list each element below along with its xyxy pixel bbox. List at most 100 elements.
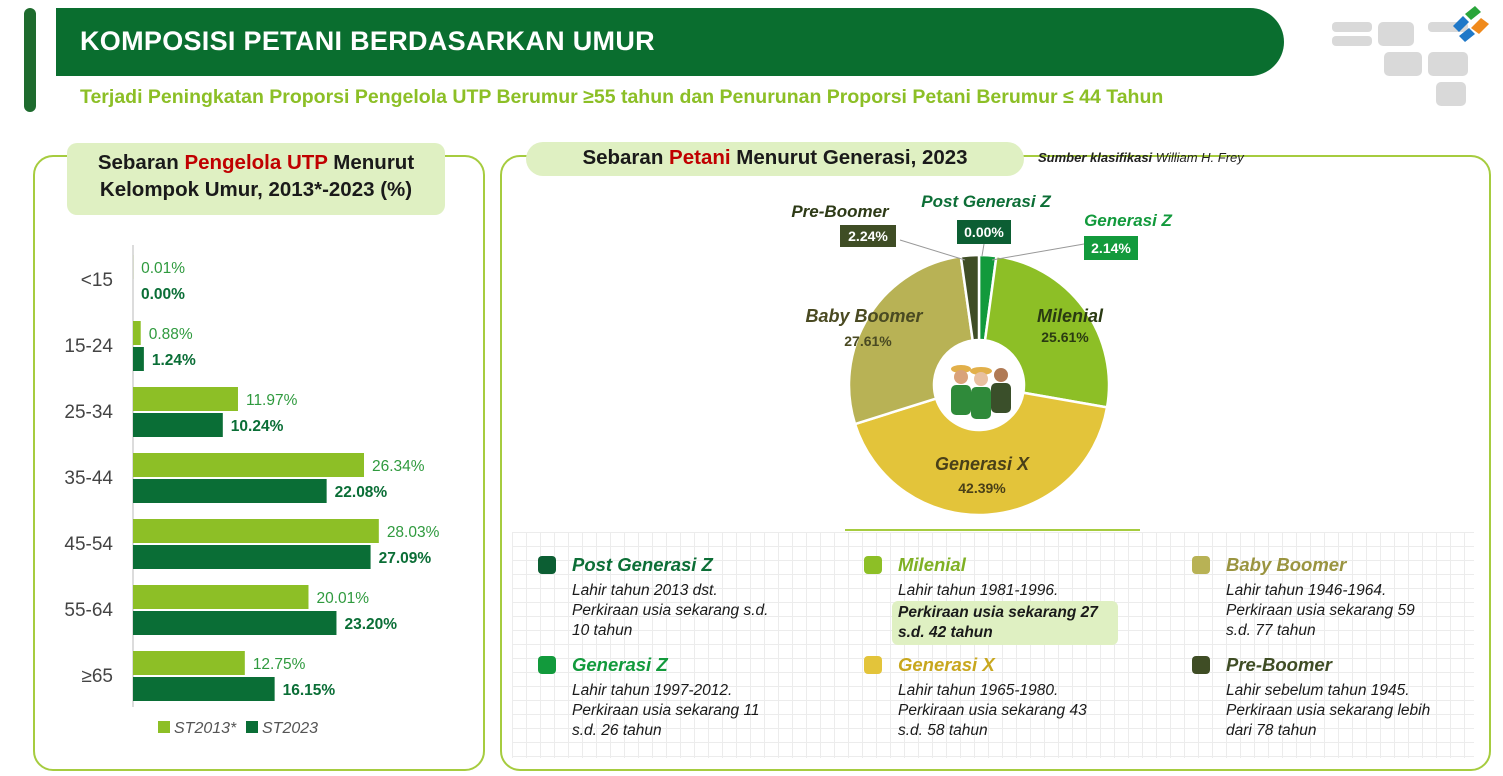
generation-age-estimate: Perkiraan usia sekarang lebih dari 78 tah… [1226, 701, 1492, 741]
slice-generasi-x [853, 391, 1109, 517]
page-subtitle: Terjadi Peningkatan Proporsi Pengelola U… [80, 86, 1164, 108]
bar-st2023-45-54 [133, 545, 371, 569]
category-label-25-34: 25-34 [64, 402, 113, 423]
bps-logo [1453, 6, 1489, 42]
age-bar-chart: 0.01% 0.00% <15 0.88% 1.24% 15-24 11.97% 10.24%… [64, 245, 440, 737]
generation-item-pre-boomer: Pre-Boomer Lahir sebelum tahun 1945. Perki… [1192, 654, 1492, 741]
bar-label-st2013-55-64: 20.01% [316, 590, 369, 607]
generation-swatch [538, 656, 556, 674]
bar-label-st2013-<15: 0.01% [141, 260, 185, 277]
pie-box-generasi-z [1084, 236, 1138, 260]
pie-label-pre-boomer: Pre-Boomer [791, 202, 890, 221]
page-title: KOMPOSISI PETANI BERDASARKAN UMUR [80, 26, 655, 56]
generation-item-post-generasi-z: Post Generasi Z Lahir tahun 2013 dst. Perk… [538, 554, 838, 641]
generation-legend-grid: Post Generasi Z Lahir tahun 2013 dst. Perk… [512, 532, 1474, 758]
generation-age-line: Perkiraan usia sekarang 11 [572, 702, 760, 719]
bar-label-st2013-≥65: 12.75% [253, 656, 306, 673]
generation-age-line: Perkiraan usia sekarang s.d. [572, 602, 769, 619]
leader-pre-boomer [899, 239, 966, 261]
generation-name: Milenial [898, 554, 966, 575]
generation-item-baby-boomer: Baby Boomer Lahir tahun 1946-1964. Perkira… [1192, 554, 1492, 641]
generation-name: Pre-Boomer [1226, 654, 1332, 675]
generation-age-line: s.d. 26 tahun [572, 722, 662, 739]
generation-name: Generasi X [898, 654, 995, 675]
source-note: Sumber klasifikasi William H. Frey [1038, 150, 1244, 165]
bar-label-st2013-25-34: 11.97% [246, 392, 298, 409]
bar-st2013-25-34 [133, 387, 238, 411]
left-title-line2: Kelompok Umur, 2013*-2023 (%) [99, 178, 413, 201]
bar-st2013-45-54 [133, 519, 379, 543]
pie-box-post-generasi-z [957, 220, 1011, 244]
bar-st2023-55-64 [133, 611, 337, 635]
generation-age-line: Perkiraan usia sekarang 59 [1226, 602, 1415, 619]
farmers-illustration [936, 342, 1022, 428]
pie-label-milenial: Milenial [1037, 306, 1104, 326]
generation-item-generasi-x: Generasi X Lahir tahun 1965-1980. Perkiraa… [864, 654, 1164, 741]
generation-age-line: s.d. 77 tahun [1226, 622, 1316, 639]
generation-donut-chart: Milenial 25.61% Generasi X 42.39% Baby Boome… [791, 192, 1173, 517]
accent-bar [24, 8, 36, 112]
legend-swatch-st2023 [246, 721, 258, 733]
generation-birth-years: Lahir sebelum tahun 1945. [1226, 682, 1410, 699]
generation-swatch [1192, 656, 1210, 674]
bar-st2013-≥65 [133, 651, 245, 675]
left-title-box [67, 143, 445, 215]
generation-age-estimate: Perkiraan usia sekarang 11 s.d. 26 tahun [572, 701, 838, 741]
right-title-part2: Menurut Generasi, 2023 [730, 146, 968, 169]
bar-label-st2013-45-54: 28.03% [387, 524, 440, 541]
source-label: Sumber klasifikasi [1038, 150, 1153, 165]
slice-pre-boomer [959, 253, 981, 342]
pie-value-pre-boomer: 2.24% [848, 228, 888, 244]
right-title-box [526, 142, 1024, 176]
bar-label-st2013-15-24: 0.88% [149, 326, 193, 343]
bar-label-st2023-15-24: 1.24% [152, 352, 196, 369]
generation-name: Post Generasi Z [572, 554, 713, 575]
title-banner [56, 8, 1284, 76]
bar-st2013-15-24 [133, 321, 141, 345]
generation-swatch [864, 656, 882, 674]
right-chart-title: Sebaran Petani Menurut Generasi, 2023 [526, 146, 1024, 170]
bar-label-st2023-25-34: 10.24% [231, 418, 284, 435]
category-label-≥65: ≥65 [81, 666, 113, 687]
left-title-part1: Sebaran [97, 151, 185, 174]
category-label-15-24: 15-24 [64, 336, 113, 357]
bar-label-st2023-<15: 0.00% [141, 286, 185, 303]
generation-item-milenial: Milenial Lahir tahun 1981-1996. Perkiraan … [864, 554, 1164, 645]
slice-baby-boomer [847, 254, 975, 426]
generation-age-line: Perkiraan usia sekarang 43 [898, 702, 1087, 719]
generation-name: Generasi Z [572, 654, 668, 675]
bar-label-st2013-35-44: 26.34% [372, 458, 425, 475]
bar-label-st2023-≥65: 16.15% [283, 682, 336, 699]
generation-age-line: Perkiraan usia sekarang 27 [898, 604, 1098, 621]
legend-swatch-st2013 [158, 721, 170, 733]
right-title-part1: Sebaran [582, 146, 670, 169]
left-chart-title: Sebaran Pengelola UTP Menurut Kelompok U… [67, 149, 445, 203]
bar-label-st2023-55-64: 23.20% [344, 616, 397, 633]
legend-label-st2013: ST2013* [174, 720, 237, 737]
generation-birth-years: Lahir tahun 1946-1964. [1226, 582, 1387, 599]
category-label-55-64: 55-64 [64, 600, 113, 621]
generation-age-line: s.d. 42 tahun [898, 624, 993, 641]
pie-label-baby-boomer: Baby Boomer [805, 306, 923, 326]
category-label-45-54: 45-54 [64, 534, 113, 555]
generation-name: Baby Boomer [1226, 554, 1347, 575]
generation-birth-years: Lahir tahun 1997-2012. [572, 682, 733, 699]
bar-st2023-25-34 [133, 413, 223, 437]
bar-label-st2023-35-44: 22.08% [335, 484, 388, 501]
generation-age-line: 10 tahun [572, 622, 633, 639]
generation-birth-years: Lahir tahun 1981-1996. [898, 582, 1059, 599]
generation-age-estimate: Perkiraan usia sekarang 43 s.d. 58 tahun [898, 701, 1164, 741]
left-title-highlight: Pengelola UTP [184, 151, 328, 174]
pie-label-generasi-x: Generasi X [935, 454, 1030, 474]
category-label-35-44: 35-44 [64, 468, 113, 489]
generation-swatch [538, 556, 556, 574]
pie-value-baby-boomer: 27.61% [844, 333, 892, 349]
legend-divider [845, 529, 1140, 531]
pie-label-post-generasi-z: Post Generasi Z [921, 192, 1051, 211]
generation-age-estimate: Perkiraan usia sekarang s.d. 10 tahun [572, 601, 838, 641]
pie-value-milenial: 25.61% [1041, 329, 1089, 345]
generation-age-line: s.d. 58 tahun [898, 722, 988, 739]
generation-item-generasi-z: Generasi Z Lahir tahun 1997-2012. Perkiraa… [538, 654, 838, 741]
category-label-<15: <15 [81, 270, 113, 291]
leader-post-generasi-z [981, 243, 985, 257]
